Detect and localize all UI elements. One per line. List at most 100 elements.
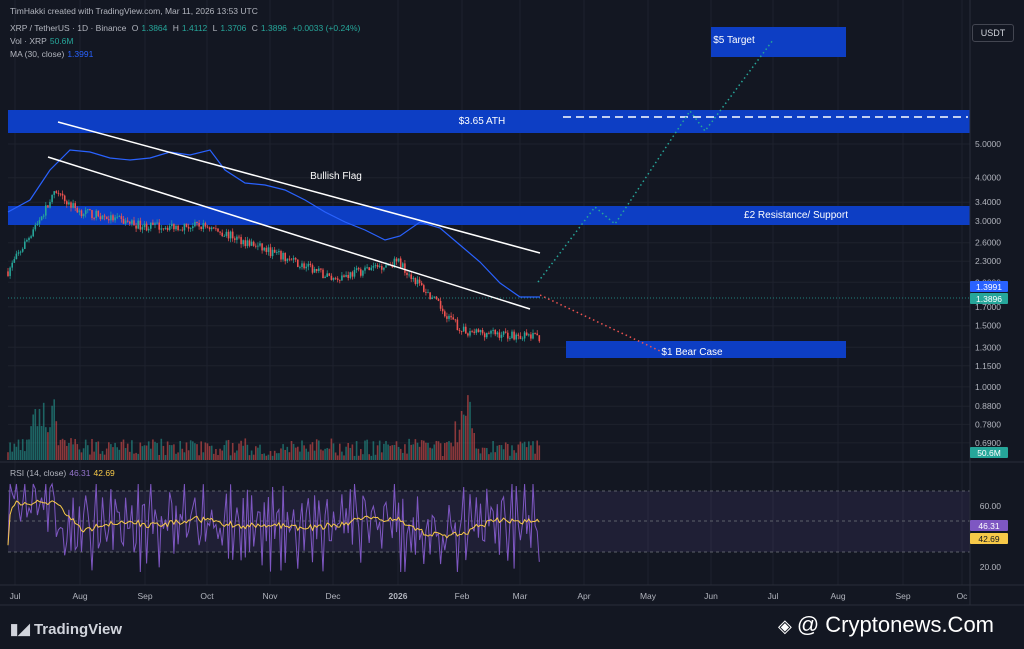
volume-bar xyxy=(521,443,524,460)
candle-body xyxy=(252,241,255,246)
candle-body xyxy=(397,258,400,262)
volume-bar xyxy=(34,409,37,460)
x-tick-label: Sep xyxy=(895,591,910,601)
volume-bar xyxy=(101,451,104,460)
volume-bar xyxy=(517,444,520,460)
x-tick-label: Oc xyxy=(957,591,969,601)
volume-bar xyxy=(255,446,257,460)
volume-bar xyxy=(221,450,223,460)
volume-bar xyxy=(112,447,114,460)
flag-label: Bullish Flag xyxy=(310,171,362,182)
volume-bar xyxy=(215,448,217,460)
close-price-tag-text: 1.3896 xyxy=(976,294,1002,304)
volume-bar xyxy=(488,454,490,460)
volume-bar xyxy=(387,444,389,460)
volume-bar xyxy=(334,452,337,460)
candle-body xyxy=(504,331,507,333)
candle-body xyxy=(91,210,93,218)
candle-body xyxy=(385,265,387,268)
candle-body xyxy=(303,263,305,269)
candle-body xyxy=(414,277,417,284)
volume-bar xyxy=(404,444,406,460)
candle-body xyxy=(76,207,79,213)
volume-bar xyxy=(139,442,142,460)
candle-body xyxy=(366,267,368,269)
candle-body xyxy=(110,215,112,221)
candle-body xyxy=(481,330,484,334)
volume-bar xyxy=(479,453,482,460)
ma-legend[interactable]: MA (30, close) 1.3991 xyxy=(10,49,94,59)
volume-bar xyxy=(173,444,175,460)
candle-body xyxy=(301,263,303,267)
time-axis[interactable]: Jul Aug Sep Oct Nov Dec 2026 Feb Mar Apr May Jun Jul… xyxy=(10,591,969,601)
volume-bar xyxy=(168,444,171,460)
volume-bar xyxy=(458,429,461,460)
volume-bar xyxy=(40,425,43,460)
volume-bar xyxy=(15,446,18,460)
volume-legend[interactable]: Vol · XRP 50.6M xyxy=(10,36,74,46)
y-tick-label: 0.8800 xyxy=(975,401,1001,411)
candle-body xyxy=(145,223,148,231)
symbol-name[interactable]: XRP / TetherUS · 1D · Binance xyxy=(10,23,127,33)
candle-body xyxy=(368,267,370,271)
cryptonews-brand: ◈ @ Cryptonews.Com xyxy=(778,612,995,637)
candle-body xyxy=(238,236,240,238)
volume-bar xyxy=(181,448,184,460)
volume-bar xyxy=(336,455,339,460)
volume-bar xyxy=(194,443,196,460)
candle-body xyxy=(61,193,64,196)
volume-bar xyxy=(473,433,475,460)
x-tick-label: Apr xyxy=(577,591,590,601)
candle-body xyxy=(202,223,205,230)
candle-body xyxy=(87,209,89,211)
candle-body xyxy=(353,270,356,277)
candle-body xyxy=(196,222,198,223)
volume-bar xyxy=(261,453,263,460)
candle-body xyxy=(402,263,404,268)
candle-body xyxy=(328,273,331,276)
candle-body xyxy=(156,222,158,224)
ath-zone xyxy=(8,110,970,133)
volume-bar xyxy=(532,441,534,460)
rsi-legend[interactable]: RSI (14, close) 46.31 42.69 xyxy=(10,468,115,478)
candle-body xyxy=(271,249,274,257)
volume-bar xyxy=(391,445,394,460)
grid-lines xyxy=(8,0,970,585)
volume-bar xyxy=(55,421,58,460)
candle-body xyxy=(280,251,282,260)
candle-body xyxy=(112,215,114,221)
volume-bar xyxy=(150,448,152,460)
candle-body xyxy=(30,236,32,238)
volume-bar xyxy=(76,444,79,460)
volume-bar xyxy=(213,453,215,460)
candle-body xyxy=(395,258,398,262)
candle-body xyxy=(362,270,364,276)
candle-body xyxy=(309,263,312,266)
volume-bar xyxy=(284,449,286,460)
currency-button[interactable]: USDT xyxy=(972,24,1014,42)
candle-body xyxy=(534,333,536,334)
candle-body xyxy=(404,263,406,273)
volume-bar xyxy=(63,440,66,460)
volume-bar xyxy=(374,454,377,460)
candle-body xyxy=(7,271,9,276)
candle-body xyxy=(80,210,83,217)
volume-bar xyxy=(219,448,221,460)
volume-bar xyxy=(250,450,253,460)
candle-body xyxy=(70,202,72,208)
volume-bar xyxy=(93,451,95,460)
volume-bar xyxy=(72,444,74,460)
volume-bar xyxy=(223,445,226,460)
volume-bar xyxy=(122,439,125,460)
candle-body xyxy=(137,220,139,229)
volume-bar xyxy=(372,441,375,460)
volume-bar xyxy=(462,414,465,460)
binance-diamond-icon: ◈ xyxy=(778,616,797,636)
tradingview-logo[interactable]: ▮◢ TradingView xyxy=(10,621,123,638)
volume-bar xyxy=(21,439,24,460)
volume-bar xyxy=(381,452,383,460)
volume-bar xyxy=(257,447,259,460)
volume-bar xyxy=(59,439,62,460)
bear-zone xyxy=(566,341,846,358)
